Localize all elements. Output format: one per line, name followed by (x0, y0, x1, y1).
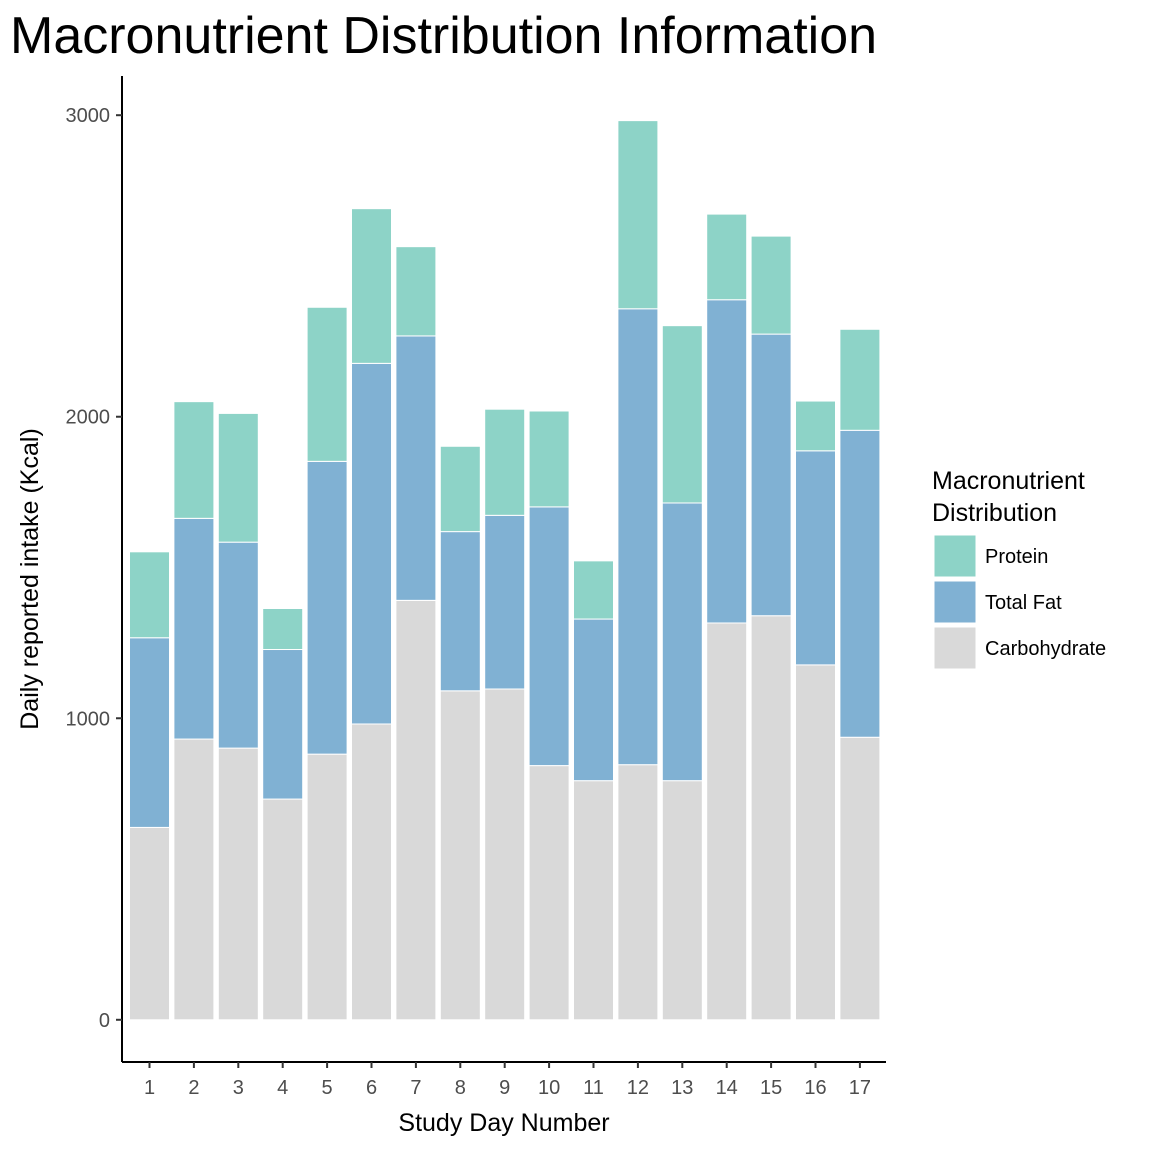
bar-protein-day-2 (173, 401, 215, 519)
x-tick-label-16: 16 (804, 1077, 826, 1099)
x-tick-label-12: 12 (627, 1077, 649, 1099)
bar-carbohydrate-day-1 (129, 826, 170, 1021)
y-ticks-layer: 0 1000 2000 3000 (66, 105, 122, 1032)
bar-protein-day-13 (661, 325, 703, 504)
legend-label-total-fat: Total Fat (985, 592, 1062, 614)
y-tick-label-1000: 1000 (66, 708, 111, 730)
bar-carbohydrate-day-12 (617, 764, 659, 1021)
legend-key-total-fat (933, 580, 977, 624)
legend-title-line-2: Distribution (932, 499, 1057, 527)
x-tick-label-14: 14 (716, 1077, 738, 1099)
bar-protein-day-9 (484, 408, 526, 516)
bar-protein-day-4 (262, 608, 304, 651)
bar-total-fat-day-5 (306, 460, 348, 755)
x-tick-label-7: 7 (410, 1077, 421, 1099)
bar-protein-day-1 (129, 551, 170, 639)
bar-total-fat-day-10 (528, 506, 570, 767)
bar-protein-day-8 (439, 445, 481, 533)
legend-key-protein (933, 534, 977, 578)
x-tick-label-1: 1 (144, 1077, 155, 1099)
x-tick-label-2: 2 (188, 1077, 199, 1099)
bar-total-fat-day-8 (439, 531, 481, 692)
x-tick-label-9: 9 (499, 1077, 510, 1099)
bar-protein-day-12 (617, 120, 659, 310)
y-tick-label-2000: 2000 (66, 407, 111, 429)
x-tick-label-5: 5 (322, 1077, 333, 1099)
legend-title-line-1: Macronutrient (932, 467, 1085, 495)
bar-total-fat-day-6 (351, 362, 392, 725)
legend-label-protein: Protein (985, 546, 1048, 568)
bar-total-fat-day-14 (706, 299, 748, 624)
bar-carbohydrate-day-13 (661, 780, 703, 1021)
y-tick-label-0: 0 (99, 1010, 110, 1032)
x-tick-label-10: 10 (538, 1077, 560, 1099)
bar-protein-day-11 (573, 560, 614, 620)
bar-total-fat-day-1 (129, 637, 170, 828)
bar-carbohydrate-day-3 (217, 747, 259, 1021)
x-tick-label-3: 3 (233, 1077, 244, 1099)
bar-total-fat-day-2 (173, 517, 215, 740)
legend-label-carbohydrate: Carbohydrate (985, 638, 1106, 660)
bar-protein-day-14 (706, 213, 748, 301)
x-tick-label-13: 13 (671, 1077, 693, 1099)
legend-items: Protein Total Fat Carbohydrate (933, 534, 1106, 670)
bar-total-fat-day-13 (661, 502, 703, 782)
bar-carbohydrate-day-4 (262, 798, 304, 1021)
y-axis-title: Daily reported intake (Kcal) (16, 428, 44, 730)
bar-protein-day-3 (217, 412, 259, 543)
bar-total-fat-day-12 (617, 308, 659, 766)
bar-protein-day-15 (750, 235, 792, 335)
bar-total-fat-day-16 (795, 450, 836, 666)
bar-carbohydrate-day-17 (839, 736, 881, 1021)
x-tick-label-6: 6 (366, 1077, 377, 1099)
chart-title: Macronutrient Distribution Information (10, 7, 878, 65)
x-tick-label-11: 11 (583, 1077, 604, 1099)
x-ticks-layer: 1 2 3 4 5 6 7 8 9 10 11 12 13 14 15 16 17 (144, 1062, 871, 1099)
bar-protein-day-7 (395, 246, 437, 337)
bar-protein-day-16 (795, 400, 836, 452)
bar-total-fat-day-17 (839, 429, 881, 738)
bar-protein-day-5 (306, 306, 348, 462)
bar-total-fat-day-11 (573, 618, 614, 782)
bar-protein-day-6 (351, 208, 392, 364)
y-tick-label-3000: 3000 (66, 105, 111, 127)
bar-carbohydrate-day-2 (173, 738, 215, 1021)
bar-total-fat-day-3 (217, 541, 259, 749)
legend: Macronutrient Distribution Protein Total … (932, 467, 1106, 670)
bar-total-fat-day-9 (484, 514, 526, 690)
bar-protein-day-10 (528, 410, 570, 508)
x-tick-label-8: 8 (455, 1077, 466, 1099)
bar-total-fat-day-7 (395, 335, 437, 601)
bar-carbohydrate-day-10 (528, 765, 570, 1021)
bar-carbohydrate-day-8 (439, 690, 481, 1021)
x-tick-label-15: 15 (760, 1077, 782, 1099)
bar-carbohydrate-day-14 (706, 622, 748, 1021)
x-tick-label-17: 17 (849, 1077, 871, 1099)
bar-carbohydrate-day-5 (306, 753, 348, 1021)
bar-carbohydrate-day-9 (484, 688, 526, 1021)
x-tick-label-4: 4 (277, 1077, 288, 1099)
bars-layer (129, 120, 881, 1021)
bar-total-fat-day-15 (750, 333, 792, 617)
legend-key-carbohydrate (933, 626, 977, 670)
bar-carbohydrate-day-15 (750, 615, 792, 1021)
bar-protein-day-17 (839, 328, 881, 431)
bar-carbohydrate-day-7 (395, 599, 437, 1021)
x-axis-title: Study Day Number (398, 1109, 609, 1137)
bar-carbohydrate-day-16 (795, 664, 836, 1021)
bar-total-fat-day-4 (262, 649, 304, 800)
bar-carbohydrate-day-11 (573, 780, 614, 1021)
bar-carbohydrate-day-6 (351, 723, 392, 1021)
